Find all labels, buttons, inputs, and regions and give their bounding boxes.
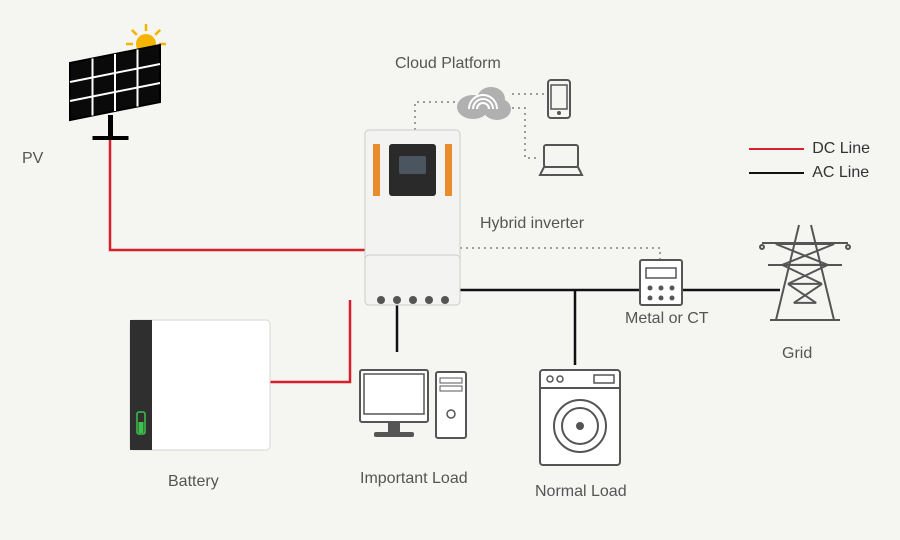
label-normal: Normal Load <box>535 483 627 501</box>
label-meter: Metal or CT <box>625 310 709 328</box>
label-important: Important Load <box>360 470 468 488</box>
label-pv: PV <box>22 150 43 168</box>
label-cloud: Cloud Platform <box>395 55 501 73</box>
legend-ac-text: AC Line <box>812 164 869 182</box>
diagram-canvas <box>0 0 900 540</box>
legend-dc-text: DC Line <box>812 140 870 158</box>
label-battery: Battery <box>168 473 219 491</box>
legend: DC Line AC Line <box>749 140 870 188</box>
label-inverter: Hybrid inverter <box>480 215 584 233</box>
legend-ac-line <box>749 172 804 174</box>
label-grid: Grid <box>782 345 812 363</box>
legend-dc-line <box>749 148 804 150</box>
